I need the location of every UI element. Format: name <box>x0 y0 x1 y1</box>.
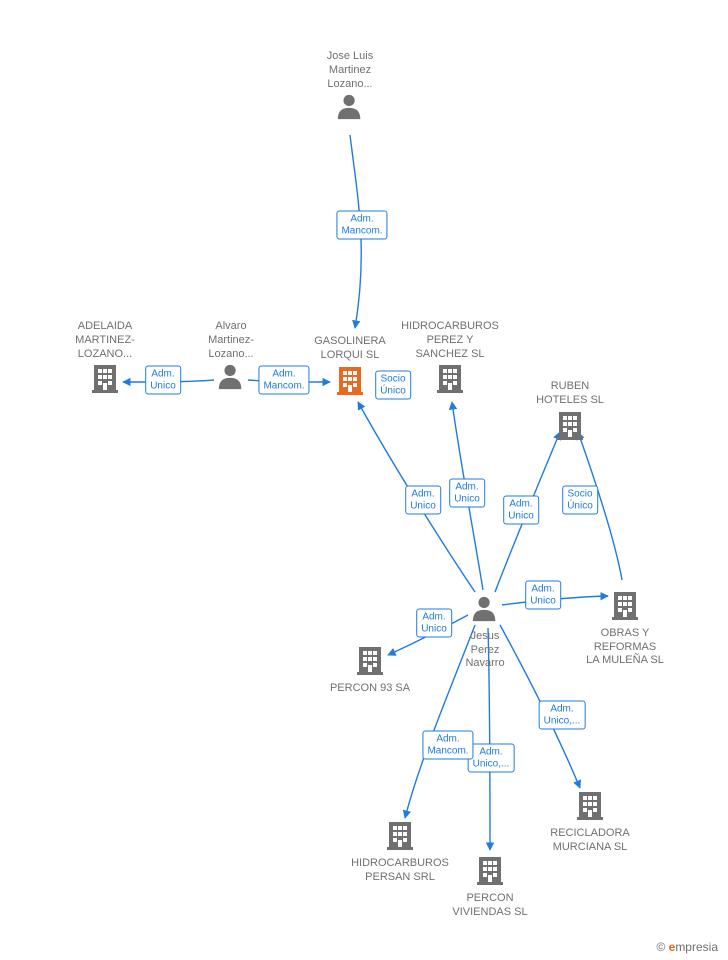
copyright-symbol: © <box>656 940 665 954</box>
node-hidrocarburos_ps[interactable]: HIDROCARBUROS PEREZ Y SANCHEZ SL <box>395 320 505 398</box>
building-icon <box>610 590 640 625</box>
node-label: Jose Luis Martinez Lozano... <box>295 50 405 91</box>
node-percon93[interactable]: PERCON 93 SA <box>315 645 425 696</box>
node-gasolinera[interactable]: GASOLINERA LORQUI SL <box>295 335 405 399</box>
edge-label: Adm. Unico,... <box>468 744 515 773</box>
building-icon <box>355 645 385 680</box>
diagram-canvas: © empresia Adm. Mancom. Adm. Unico Adm. Ma… <box>0 0 728 960</box>
node-obras[interactable]: OBRAS Y REFORMAS LA MULEÑA SL <box>570 590 680 668</box>
person-icon <box>336 93 364 126</box>
edge-label: Socio Único <box>562 486 598 515</box>
building-icon <box>385 820 415 855</box>
node-label: Alvaro Martinez- Lozano... <box>176 320 286 361</box>
edge-label: Adm. Unico <box>405 486 441 515</box>
node-label: Jesus Perez Navarro <box>430 630 540 671</box>
building-icon <box>435 363 465 398</box>
node-jose_luis[interactable]: Jose Luis Martinez Lozano... <box>295 50 405 126</box>
node-label: OBRAS Y REFORMAS LA MULEÑA SL <box>570 627 680 668</box>
building-icon <box>555 410 585 445</box>
node-label: HIDROCARBUROS PEREZ Y SANCHEZ SL <box>395 320 505 361</box>
edge-label: Adm. Mancom. <box>336 211 387 240</box>
node-ruben[interactable]: RUBEN HOTELES SL <box>515 380 625 444</box>
building-icon <box>90 363 120 398</box>
brand-rest: mpresia <box>675 940 718 954</box>
edge-label: Adm. Unico <box>449 479 485 508</box>
edge-label: Adm. Unico <box>503 496 539 525</box>
person-icon <box>217 363 245 396</box>
building-icon <box>335 365 365 400</box>
node-label: HIDROCARBUROS PERSAN SRL <box>345 857 455 885</box>
edge-label: Adm. Unico,... <box>539 701 586 730</box>
building-icon <box>575 790 605 825</box>
node-hidro_persan[interactable]: HIDROCARBUROS PERSAN SRL <box>345 820 455 884</box>
node-label: PERCON 93 SA <box>315 682 425 696</box>
node-label: RECICLADORA MURCIANA SL <box>535 827 645 855</box>
node-label: RUBEN HOTELES SL <box>515 380 625 408</box>
node-label: ADELAIDA MARTINEZ- LOZANO... <box>50 320 160 361</box>
node-adelaida[interactable]: ADELAIDA MARTINEZ- LOZANO... <box>50 320 160 398</box>
node-label: PERCON VIVIENDAS SL <box>435 892 545 920</box>
copyright: © empresia <box>656 940 718 954</box>
building-icon <box>475 855 505 890</box>
node-alvaro[interactable]: Alvaro Martinez- Lozano... <box>176 320 286 396</box>
node-label: GASOLINERA LORQUI SL <box>295 335 405 363</box>
node-recicladora[interactable]: RECICLADORA MURCIANA SL <box>535 790 645 854</box>
node-jesus[interactable]: Jesus Perez Navarro <box>430 595 540 671</box>
edge-label: Adm. Mancom. <box>422 731 473 760</box>
person-icon <box>471 595 499 628</box>
